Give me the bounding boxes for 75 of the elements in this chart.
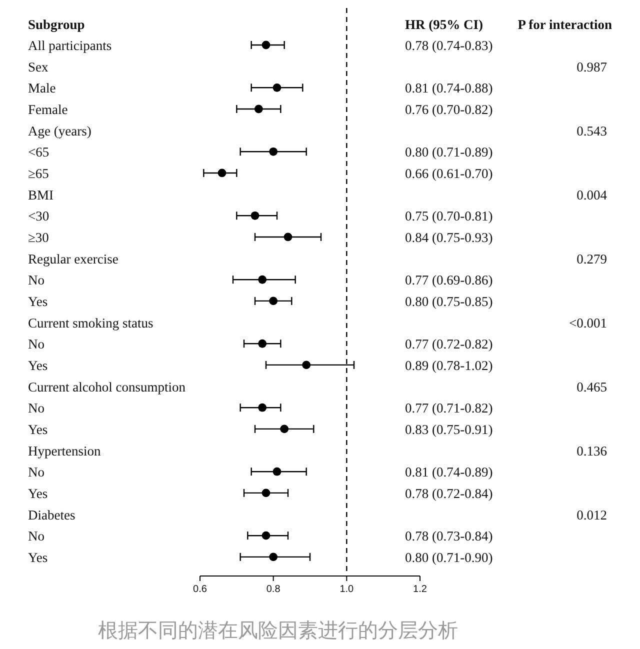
data-label: 0.77 (0.71-0.82) bbox=[405, 400, 493, 416]
y-tick-label: Yes bbox=[28, 294, 48, 309]
text: 0.136 bbox=[576, 443, 608, 458]
y-tick-label: No bbox=[28, 464, 45, 480]
data-label: 0.84 (0.75-0.93) bbox=[405, 230, 493, 245]
point bbox=[262, 488, 270, 498]
y-tick-label: Current alcohol consumption bbox=[28, 379, 186, 394]
y-tick-label: Male bbox=[28, 80, 56, 96]
data-label: 0.81 (0.74-0.89) bbox=[405, 464, 493, 480]
point bbox=[269, 296, 278, 306]
data-label: 0.78 (0.74-0.83) bbox=[405, 38, 493, 53]
data-label: 0.77 (0.72-0.82) bbox=[405, 336, 493, 352]
text: 根据不同的潜在风险因素进行的分层分析 bbox=[98, 618, 458, 642]
point bbox=[269, 147, 278, 156]
data-label: 0.80 (0.71-0.89) bbox=[405, 144, 493, 160]
y-tick-label: No bbox=[28, 272, 45, 288]
y-tick-label: Yes bbox=[28, 486, 48, 501]
y-tick-label: No bbox=[28, 336, 45, 352]
y-tick-label: Yes bbox=[28, 358, 48, 373]
y-tick-label: Age (years) bbox=[28, 123, 92, 138]
point bbox=[218, 168, 226, 178]
y-tick-label: BMI bbox=[28, 187, 54, 202]
y-tick-label: No bbox=[28, 400, 45, 416]
y-tick-label: ≥65 bbox=[28, 166, 50, 181]
y-tick-label: No bbox=[28, 528, 45, 544]
data-label: 0.80 (0.75-0.85) bbox=[405, 294, 493, 309]
point bbox=[258, 403, 267, 412]
point bbox=[272, 467, 282, 476]
text: HR (95% CI) bbox=[405, 17, 483, 32]
text: 0.543 bbox=[576, 123, 608, 138]
y-tick-label: Current smoking status bbox=[28, 315, 154, 330]
text: 0.012 bbox=[576, 507, 607, 522]
y-tick-label: <30 bbox=[28, 208, 50, 224]
text: <0.001 bbox=[569, 315, 607, 330]
text: 0.465 bbox=[576, 379, 608, 394]
text: 0.004 bbox=[576, 187, 608, 202]
x-tick-label: 0.6 bbox=[193, 584, 208, 595]
y-tick-label: Yes bbox=[28, 422, 48, 437]
y-tick-label: ≥30 bbox=[28, 230, 50, 245]
point bbox=[302, 360, 311, 370]
data-label: 0.66 (0.61-0.70) bbox=[405, 166, 493, 181]
text: 0.987 bbox=[576, 59, 608, 74]
data-label: 0.75 (0.70-0.81) bbox=[405, 208, 493, 224]
text: P for interaction bbox=[518, 17, 612, 32]
point bbox=[262, 40, 270, 50]
point bbox=[272, 83, 282, 92]
point bbox=[269, 552, 278, 562]
y-tick-label: Diabetes bbox=[28, 507, 76, 522]
y-tick-label: Yes bbox=[28, 550, 48, 565]
point bbox=[284, 232, 292, 242]
data-label: 0.78 (0.73-0.84) bbox=[405, 528, 493, 544]
x-tick-label: 1.2 bbox=[413, 584, 428, 595]
x-tick-label: 1.0 bbox=[340, 584, 354, 595]
text: 0.279 bbox=[576, 251, 608, 266]
data-label: 0.89 (0.78-1.02) bbox=[405, 358, 493, 373]
y-tick-label: Hypertension bbox=[28, 443, 101, 458]
x-tick-label: 0.8 bbox=[266, 584, 281, 595]
point bbox=[258, 275, 267, 284]
data-label: 0.83 (0.75-0.91) bbox=[405, 422, 493, 437]
point bbox=[254, 104, 263, 114]
y-tick-label: Female bbox=[28, 102, 68, 117]
data-label: 0.80 (0.71-0.90) bbox=[405, 550, 493, 565]
y-axis-title: Subgroup bbox=[28, 17, 85, 32]
data-label: 0.76 (0.70-0.82) bbox=[405, 102, 493, 117]
point bbox=[280, 424, 289, 434]
y-tick-label: Sex bbox=[28, 59, 48, 74]
data-label: 0.78 (0.72-0.84) bbox=[405, 486, 493, 501]
point bbox=[250, 211, 260, 220]
data-label: 0.77 (0.69-0.86) bbox=[405, 272, 493, 288]
data-label: 0.81 (0.74-0.88) bbox=[405, 80, 493, 96]
y-tick-label: Regular exercise bbox=[28, 251, 118, 266]
point bbox=[262, 531, 270, 540]
y-tick-label: <65 bbox=[28, 144, 50, 160]
point bbox=[258, 339, 267, 348]
y-tick-label: All participants bbox=[28, 38, 112, 53]
